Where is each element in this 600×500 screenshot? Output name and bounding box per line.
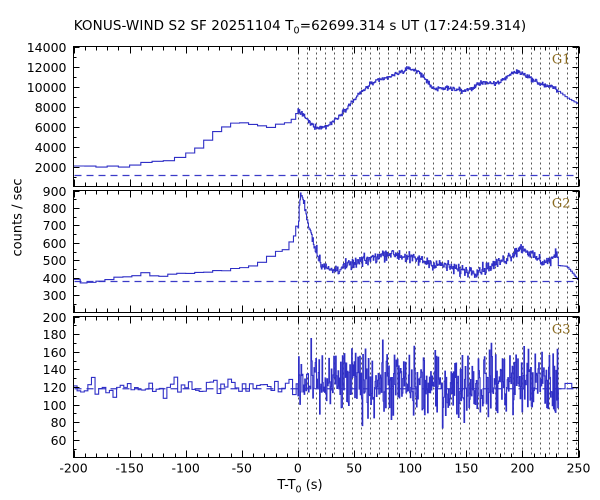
y-tick-label: 200 — [43, 310, 67, 325]
x-tick-label: 150 — [454, 461, 478, 476]
panel-g3: 60 80 100 120 140 160 180 200 G3 — [43, 310, 580, 458]
y-tick-label: 12000 — [27, 60, 67, 75]
x-tick-label: 200 — [510, 461, 534, 476]
title-t0-label: T — [285, 18, 294, 34]
y-tick-label: 700 — [43, 218, 67, 233]
x-axis-tick-labels: -200 -150 -100 -50 0 50 100 150 200 250 — [59, 461, 590, 476]
title-t0-subscript: 0 — [293, 25, 300, 37]
y-tick-label: 2000 — [35, 160, 67, 175]
x-axis-label-main: T-T — [277, 478, 296, 493]
x-tick-label: -100 — [172, 461, 200, 476]
y-tick-label: 300 — [43, 288, 67, 303]
y-tick-label: 800 — [43, 201, 67, 216]
x-axis-label-unit: (s) — [301, 478, 323, 493]
y-tick-label: 120 — [43, 380, 67, 395]
y-tick-label: 8000 — [35, 100, 67, 115]
panel-frame — [73, 190, 579, 313]
title-date: 20251104 — [211, 18, 281, 34]
y-tick-label: 6000 — [35, 120, 67, 135]
y-tick-label: 400 — [43, 271, 67, 286]
light-curve-trace-g1 — [73, 66, 579, 168]
title-t0-value: =62699.314 s UT (17:24:59.314) — [299, 18, 527, 34]
gridlines-g3 — [298, 317, 577, 457]
x-tick-label: 250 — [567, 461, 591, 476]
title-detector: S2 — [168, 18, 186, 34]
panel-frame — [73, 46, 579, 187]
page-title: KONUS-WIND S2 SF 20251104 T0=62699.314 s… — [0, 18, 600, 37]
x-tick-label: 0 — [294, 461, 302, 476]
y-tick-label: 14000 — [27, 40, 67, 55]
x-tick-label: -50 — [232, 461, 252, 476]
gridlines-g1 — [298, 47, 577, 186]
panel-g2: 300 400 500 600 700 800 900 G2 — [43, 184, 580, 313]
x-axis-label-subscript: 0 — [295, 484, 302, 496]
y-tick-label: 100 — [43, 398, 67, 413]
y-tick-label: 10000 — [27, 80, 67, 95]
y-tick-label: 60 — [51, 433, 67, 448]
x-axis-label: T-T0 (s) — [0, 478, 600, 496]
panel-tag-g3: G3 — [552, 323, 571, 338]
light-curve-trace-g2 — [73, 192, 579, 284]
gridlines-g2 — [298, 191, 577, 312]
x-tick-label: 50 — [346, 461, 362, 476]
y-tick-label: 900 — [43, 184, 67, 199]
y-tick-label: 140 — [43, 362, 67, 377]
panel-tag-g2: G2 — [552, 197, 571, 212]
y-tick-label: 500 — [43, 253, 67, 268]
y-tick-label: 4000 — [35, 140, 67, 155]
x-tick-label: -150 — [115, 461, 143, 476]
title-instrument: KONUS-WIND — [73, 18, 165, 34]
x-tick-label: -200 — [59, 461, 87, 476]
panel-g1: 2000 4000 6000 8000 10000 12000 14000 G1 — [27, 40, 580, 187]
panel-tag-g1: G1 — [552, 53, 571, 68]
title-mode: SF — [190, 18, 207, 34]
y-tick-label: 160 — [43, 345, 67, 360]
light-curve-trace-g3 — [73, 338, 579, 429]
y-tick-label: 600 — [43, 236, 67, 251]
y-tick-label: 180 — [43, 327, 67, 342]
y-tick-label: 80 — [51, 415, 67, 430]
x-tick-label: 100 — [398, 461, 422, 476]
